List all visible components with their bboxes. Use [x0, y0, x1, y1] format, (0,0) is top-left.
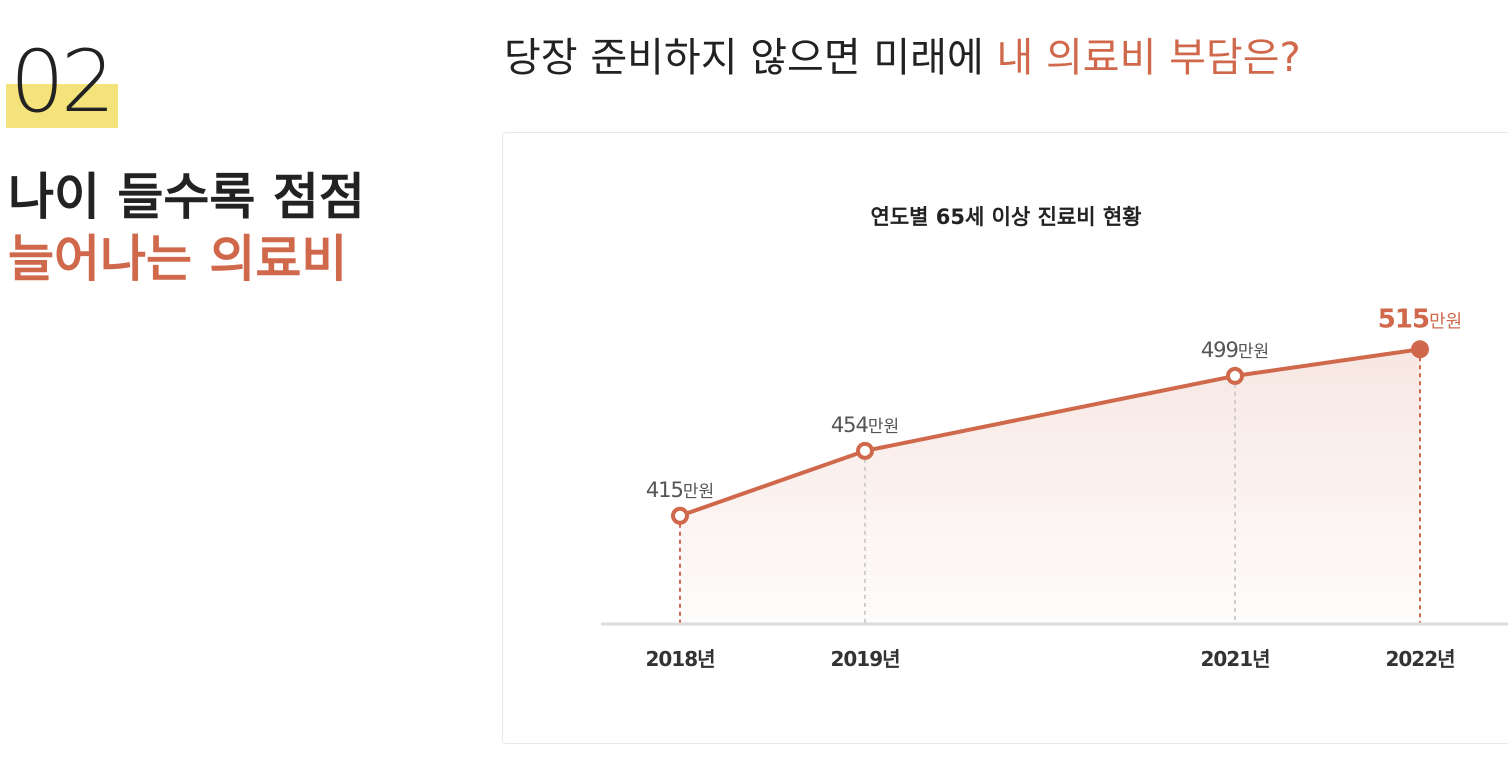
data-label: 454만원 [831, 413, 899, 437]
headline: 나이 들수록 점점 늘어나는 의료비 [8, 166, 365, 290]
data-label-value: 499 [1201, 338, 1238, 362]
data-label: 415만원 [646, 478, 714, 502]
data-point [1226, 366, 1244, 385]
headline-line1: 나이 들수록 점점 [8, 168, 365, 226]
page-title-accent: 내 의료비 부담은? [996, 35, 1301, 81]
x-tick-label: 2018년 [645, 647, 714, 671]
data-point [856, 441, 874, 460]
series-line [678, 347, 1422, 518]
data-label-unit: 만원 [1429, 311, 1462, 332]
section-number: 02 [6, 36, 118, 132]
data-label-value: 415 [646, 478, 683, 502]
chart-card: 연도별 65세 이상 진료비 현황 415만원 454만원 499만원 515만원 20… [502, 132, 1508, 744]
data-point [1411, 340, 1429, 359]
data-label: 515만원 [1378, 304, 1462, 334]
x-tick-label: 2019년 [830, 647, 899, 671]
data-label-unit: 만원 [868, 417, 899, 437]
data-label-unit: 만원 [683, 482, 714, 502]
data-label: 499만원 [1201, 338, 1269, 362]
number-highlight [6, 84, 118, 128]
page-title: 당장 준비하지 않으면 미래에 내 의료비 부담은? [504, 30, 1301, 86]
headline-line2: 늘어나는 의료비 [8, 230, 348, 288]
page-title-prefix: 당장 준비하지 않으면 미래에 [504, 35, 997, 81]
data-label-value: 515 [1378, 304, 1429, 334]
data-label-unit: 만원 [1238, 342, 1269, 362]
section-number-text: 02 [10, 32, 115, 132]
chart-title: 연도별 65세 이상 진료비 현황 [870, 205, 1142, 229]
x-tick-label: 2021년 [1200, 647, 1269, 671]
x-tick-label: 2022년 [1385, 647, 1454, 671]
data-point [671, 506, 689, 525]
area-fill [680, 349, 1420, 624]
data-label-value: 454 [831, 413, 869, 437]
